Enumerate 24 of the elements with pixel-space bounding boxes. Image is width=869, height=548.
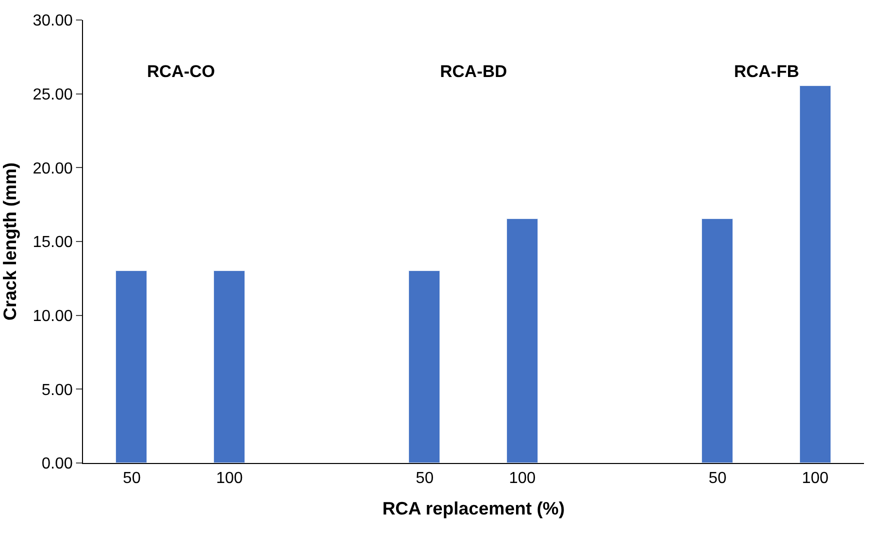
x-tick-label: 50 [122, 470, 141, 488]
x-tick-label: 100 [216, 470, 243, 488]
bar [800, 86, 831, 463]
x-tick-label: 50 [708, 470, 727, 488]
x-axis-title: RCA replacement (%) [382, 498, 565, 518]
y-tick-label: 0.00 [42, 456, 73, 473]
x-tick-label: 50 [416, 470, 434, 488]
x-tick-label: 100 [802, 470, 829, 488]
annotation: RCA-FB [734, 62, 800, 81]
y-tick-label: 20.00 [32, 160, 73, 178]
annotation: RCA-BD [440, 62, 508, 81]
bar [408, 270, 440, 463]
y-axis-title: Crack length (mm) [0, 162, 20, 321]
bar [116, 270, 147, 463]
y-tick-label: 5.00 [42, 382, 73, 399]
bar [506, 218, 538, 463]
y-tick-label: 25.00 [32, 86, 73, 104]
y-tick-label: 10.00 [32, 308, 73, 325]
x-tick-label: 100 [508, 470, 536, 488]
annotation: RCA-CO [147, 62, 215, 81]
bar [702, 218, 733, 463]
bar [214, 270, 245, 463]
y-tick-label: 15.00 [32, 234, 73, 252]
y-tick-label: 30.00 [32, 12, 73, 30]
